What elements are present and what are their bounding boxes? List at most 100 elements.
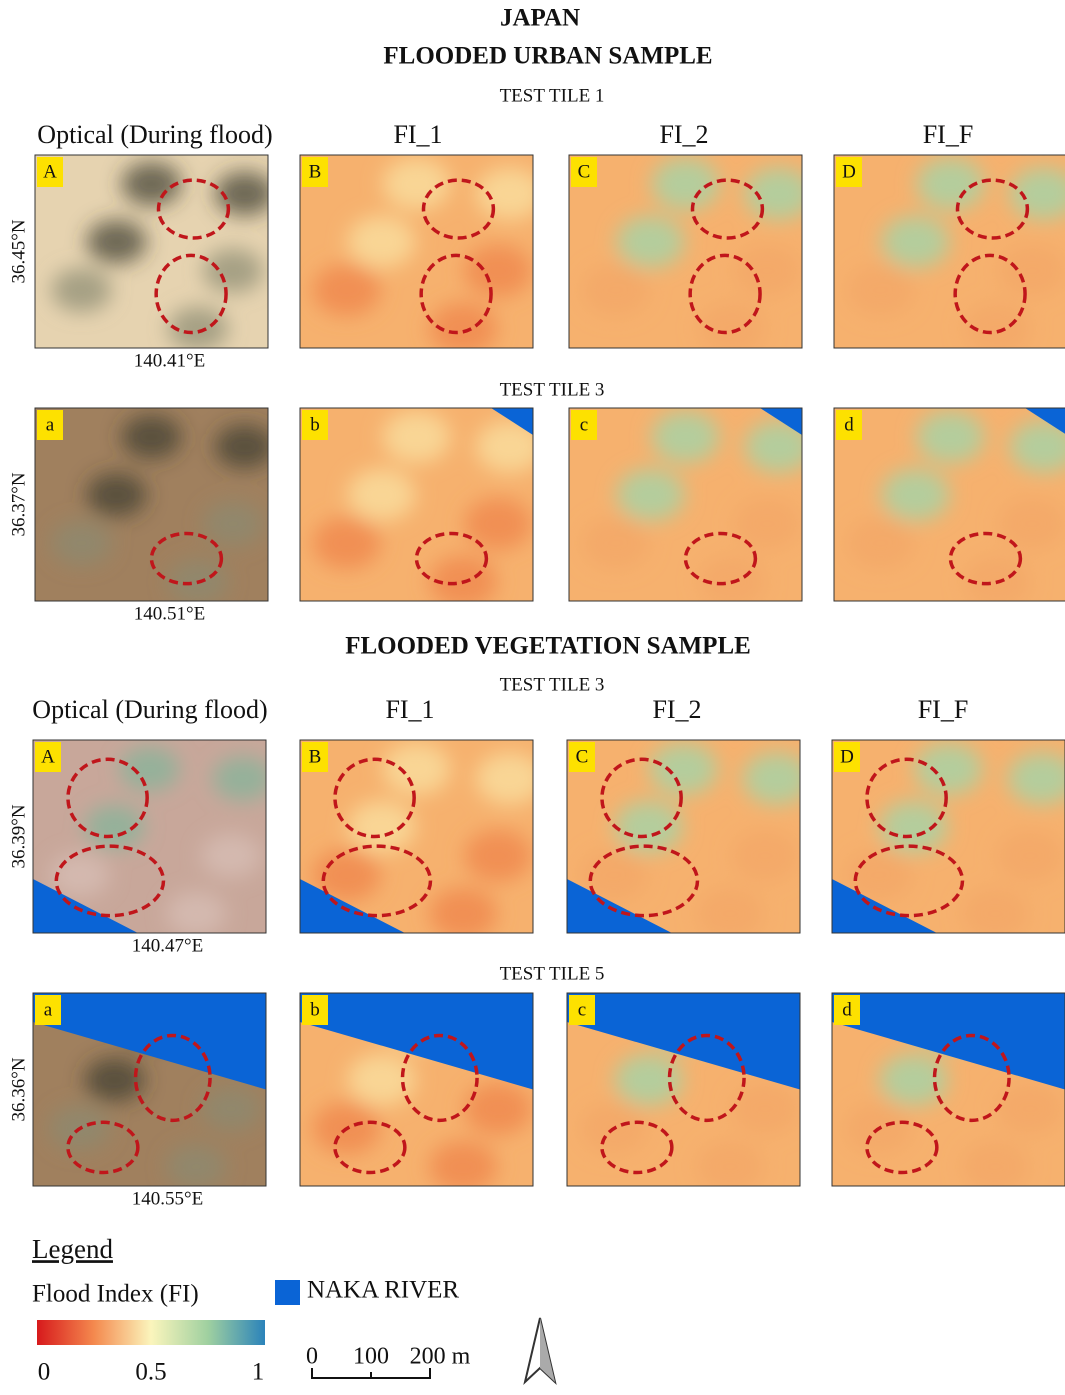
column-header: Optical (During flood) [37,120,272,149]
longitude-label: 140.41°E [134,350,205,371]
texture [87,473,147,517]
longitude-label: 140.55°E [132,1188,203,1209]
latitude-label: 36.36°N [8,1057,29,1121]
fi-blob [961,888,1029,940]
map-panel [567,740,811,940]
column-header: Optical (During flood) [32,695,267,724]
fi-blob [429,888,497,940]
fi-blob [733,498,801,550]
panel-label: D [842,161,856,182]
map-panel [35,155,275,351]
fi-blob [313,517,381,569]
panel-label: c [580,414,588,435]
colorbar-tick: 1 [252,1359,265,1386]
panel-label: A [41,746,55,767]
fi-blob [383,743,451,795]
panel-label: d [842,999,852,1020]
tile-label: TEST TILE 3 [500,379,605,400]
fi-blob [652,411,720,463]
section-heading: FLOODED VEGETATION SAMPLE [345,633,751,660]
fi-blob [429,1141,497,1193]
figure: JAPAN Legend Flood Index (FI) NAKA RIVER… [0,0,1065,1390]
panel-label: a [44,999,53,1020]
texture [52,268,112,312]
panel-label: b [310,414,320,435]
panel-label: D [840,746,854,767]
fi-blob [464,830,532,882]
fi-blob [582,517,650,569]
fi-blob [464,245,532,297]
map-panel [300,740,544,940]
tile-label: TEST TILE 5 [500,963,605,984]
fi-blob [617,469,685,521]
map-panel [33,993,273,1189]
map-panel [33,740,273,936]
map-panel [300,993,544,1193]
texture [213,757,273,801]
map-panel [240,95,544,355]
map-panel [35,408,275,604]
figure-title: JAPAN [500,5,580,32]
longitude-label: 140.47°E [132,935,203,956]
panel-label: C [578,161,591,182]
fi-blob [383,411,451,463]
latitude-label: 36.45°N [8,219,29,283]
fi-blob [348,469,416,521]
column-header: FI_2 [652,695,701,724]
fi-blob [996,830,1064,882]
fi-blob [917,411,985,463]
river-label: NAKA RIVER [307,1277,459,1304]
fi-blob [961,1141,1029,1193]
panel-label: B [309,161,322,182]
texture [166,1145,226,1189]
colorbar [37,1320,265,1345]
fi-blob [847,517,915,569]
map-panel [774,95,1065,355]
panel-label: c [578,999,586,1020]
section-heading: FLOODED URBAN SAMPLE [383,43,712,70]
texture [201,1087,261,1131]
map-panel [832,993,1065,1193]
texture [201,834,261,878]
texture [215,425,275,469]
tile-label: TEST TILE 1 [500,85,605,106]
column-header: FI_2 [659,120,708,149]
scale-label: 0 [306,1344,318,1370]
scale-label: 200 m [410,1344,471,1370]
fi-blob [464,498,532,550]
fi-blob [733,245,801,297]
texture [203,249,263,293]
texture [87,220,147,264]
texture [122,415,182,459]
map-panel [567,993,811,1193]
fi-blob [847,264,915,316]
texture [120,747,180,791]
column-header: FI_1 [385,695,434,724]
panel-label: b [310,999,320,1020]
texture [203,502,263,546]
fi-blob [313,264,381,316]
column-header: FI_F [918,695,969,724]
fi-blob [915,743,983,795]
legend-title: Legend [32,1234,113,1264]
fi-blob [696,888,764,940]
texture [52,521,112,565]
fi-blob [731,1083,799,1135]
map-panel [569,408,813,608]
fi-blob [464,1083,532,1135]
colorbar-tick: 0 [38,1359,51,1386]
longitude-label: 140.51°E [134,603,205,624]
fi-blob [650,743,718,795]
texture [166,892,226,936]
colorbar-tick: 0.5 [135,1359,166,1386]
river-swatch [275,1280,300,1305]
panel-label: C [576,746,589,767]
map-panel [834,408,1065,608]
column-header: FI_F [923,120,974,149]
panel-label: B [309,746,322,767]
fi-blob [696,1141,764,1193]
panel-label: d [844,414,854,435]
column-header: FI_1 [393,120,442,149]
fi-blob [882,469,950,521]
latitude-label: 36.39°N [8,804,29,868]
